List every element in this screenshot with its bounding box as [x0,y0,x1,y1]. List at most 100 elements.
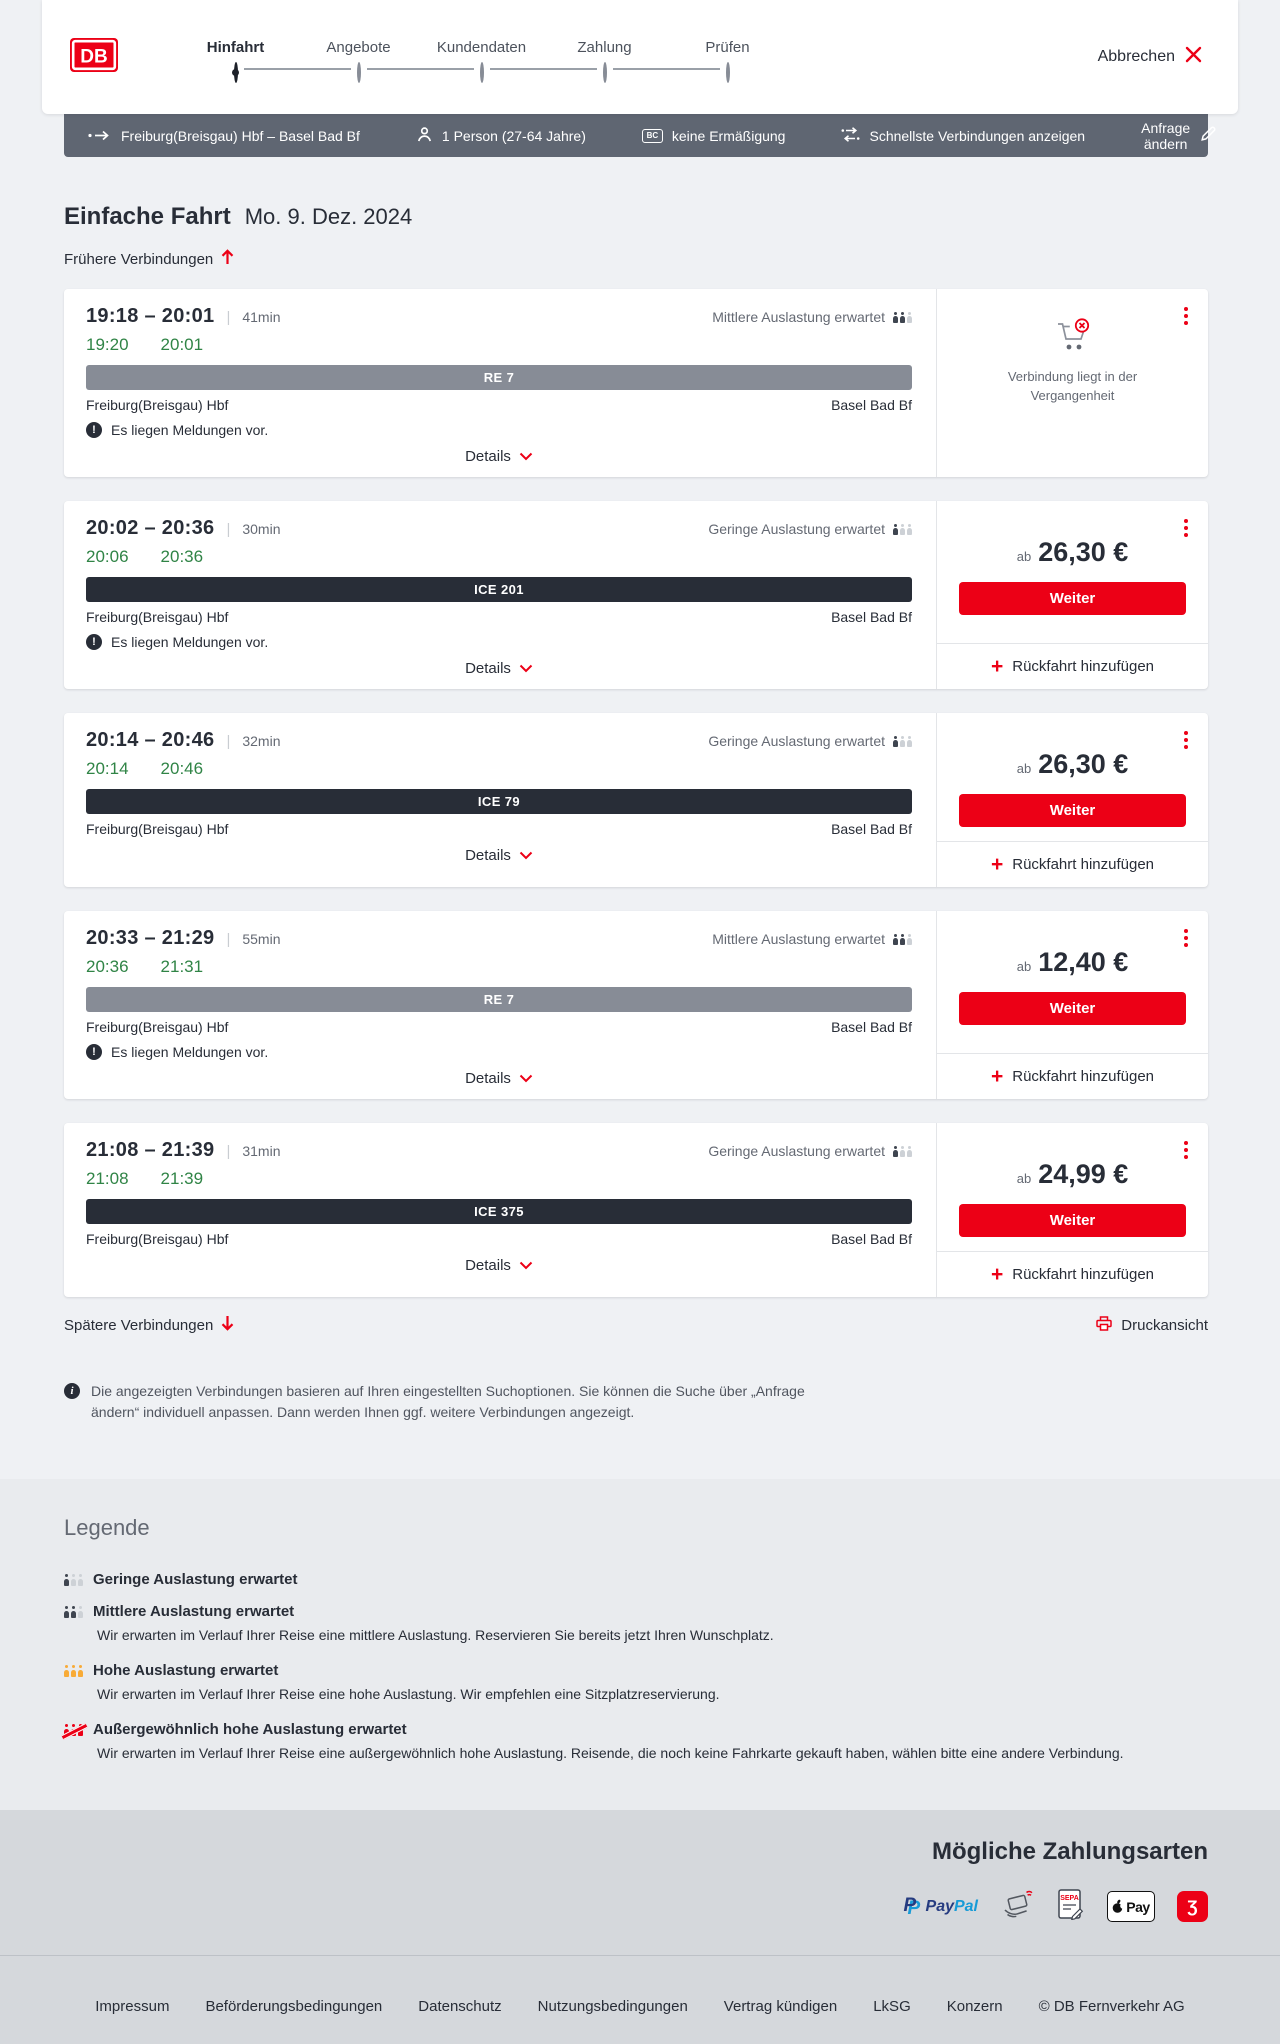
train-segment-bar[interactable]: RE 7 [86,365,912,390]
alert-icon: ! [86,1044,102,1060]
realtime-arrival: 21:39 [160,1169,204,1188]
legend-item: Hohe Auslastung erwartet Wir erwarten im… [64,1662,1208,1702]
cancel-button[interactable]: Abbrechen [1098,46,1202,68]
header: DB Hinfahrt Angebote Kundendaten Zahlung… [42,0,1238,114]
details-button[interactable]: Details [465,1257,533,1274]
connection-duration: 32min [242,733,281,749]
train-segment-bar[interactable]: RE 7 [86,987,912,1012]
footer-link-vertrag-kuendigen[interactable]: Vertrag kündigen [723,1998,838,2015]
more-options-button[interactable] [1180,515,1192,541]
realtime-arrival: 21:31 [160,957,204,976]
step-kundendaten[interactable]: Kundendaten [420,39,597,83]
step-dot-icon [602,61,607,83]
footer-link-datenschutz[interactable]: Datenschutz [418,1998,502,2015]
details-button[interactable]: Details [465,660,533,677]
occupancy-high-icon [64,1665,83,1677]
destination-station: Basel Bad Bf [831,397,912,413]
details-button[interactable]: Details [465,448,533,465]
printer-icon [1096,1315,1113,1335]
occupancy-label: Geringe Auslastung erwartet [708,1143,885,1159]
arrow-up-icon [221,249,234,269]
footer-link-befoerderungsbedingungen[interactable]: Beförderungsbedingungen [205,1998,383,2015]
more-options-button[interactable] [1180,727,1192,753]
add-return-button[interactable]: + Rückfahrt hinzufügen [991,1066,1154,1087]
sofort-icon: Ʒ [1177,1891,1208,1922]
origin-station: Freiburg(Breisgau) Hbf [86,1019,229,1035]
price-value: 24,99 € [1038,1159,1129,1189]
alert-icon: ! [86,634,102,650]
connection-duration: 41min [242,309,281,325]
train-segment-bar[interactable]: ICE 201 [86,577,912,602]
weiter-button[interactable]: Weiter [959,992,1186,1025]
legend-item: Mittlere Auslastung erwartet Wir erwarte… [64,1603,1208,1643]
svg-text:DB: DB [80,46,107,67]
more-options-button[interactable] [1180,1137,1192,1163]
legend-item-title: Mittlere Auslastung erwartet [93,1603,295,1620]
details-button[interactable]: Details [465,847,533,864]
step-hinfahrt[interactable]: Hinfahrt [174,38,351,83]
messages-note: ! Es liegen Meldungen vor. [86,422,912,438]
weiter-button[interactable]: Weiter [959,582,1186,615]
earlier-connections-button[interactable]: Frühere Verbindungen [64,249,234,269]
add-return-button[interactable]: + Rückfahrt hinzufügen [991,854,1154,875]
legend-item-title: Geringe Auslastung erwartet [93,1571,298,1588]
footer-link-nutzungsbedingungen[interactable]: Nutzungsbedingungen [537,1998,688,2015]
separator: | [226,309,231,326]
more-options-button[interactable] [1180,925,1192,951]
connection-main: 20:14 – 20:46 | 32min Geringe Auslastung… [64,713,936,887]
chevron-down-icon [519,660,533,677]
price-value: 26,30 € [1038,537,1129,567]
realtime-departure: 20:06 [86,547,129,566]
origin-station: Freiburg(Breisgau) Hbf [86,1231,229,1247]
footer-link-konzern[interactable]: Konzern [946,1998,1003,2015]
add-return-label: Rückfahrt hinzufügen [1012,1266,1155,1283]
plus-icon: + [990,853,1004,876]
weiter-button[interactable]: Weiter [959,1204,1186,1237]
connection-card: 19:18 – 20:01 | 41min Mittlere Auslastun… [64,289,1208,477]
step-label: Zahlung [577,38,632,56]
payment-section: Mögliche Zahlungsarten P P PayPal [0,1810,1280,1955]
messages-label: Es liegen Meldungen vor. [111,422,269,438]
sepa-icon: SEPA [1058,1888,1085,1925]
price-prefix: ab [1016,959,1032,974]
plus-icon: + [990,1065,1004,1088]
traveler-summary: 1 Person (27-64 Jahre) [416,126,586,146]
footer-link-lksg[interactable]: LkSG [873,1998,911,2015]
legend-item-desc: Wir erwarten im Verlauf Ihrer Reise eine… [97,1627,774,1643]
chevron-down-icon [519,1070,533,1087]
edit-query-button[interactable]: Anfrage ändern [1141,120,1216,152]
print-view-button[interactable]: Druckansicht [1096,1315,1208,1335]
step-angebote[interactable]: Angebote [297,39,474,83]
occupancy-indicator: Geringe Auslastung erwartet [708,1143,912,1159]
step-zahlung[interactable]: Zahlung [543,38,720,83]
weiter-button[interactable]: Weiter [959,794,1186,827]
messages-note: ! Es liegen Meldungen vor. [86,1044,912,1060]
add-return-button[interactable]: + Rückfahrt hinzufügen [991,656,1154,677]
train-segment-bar[interactable]: ICE 375 [86,1199,912,1224]
arrow-down-icon [221,1315,234,1335]
occupancy-low-icon [64,1574,83,1586]
origin-station: Freiburg(Breisgau) Hbf [86,397,229,413]
results-title-row: Einfache Fahrt Mo. 9. Dez. 2024 [64,203,1208,231]
price-value: 12,40 € [1038,947,1129,977]
db-logo-icon: DB [70,37,118,77]
train-label: RE 7 [483,992,515,1007]
train-segment-bar[interactable]: ICE 79 [86,789,912,814]
later-connections-button[interactable]: Spätere Verbindungen [64,1315,234,1335]
legend-item-title: Außergewöhnlich hohe Auslastung erwartet [93,1721,407,1738]
step-dot-icon [356,61,361,83]
earlier-connections-label: Frühere Verbindungen [64,250,214,268]
occupancy-label: Geringe Auslastung erwartet [708,733,885,749]
connection-times: 20:02 – 20:36 [86,517,215,539]
connection-side-panel: Verbindung liegt in der Vergangenheit [936,289,1208,477]
add-return-button[interactable]: + Rückfahrt hinzufügen [991,1264,1154,1285]
occupancy-icon [893,523,912,535]
destination-station: Basel Bad Bf [831,1231,912,1247]
step-pruefen[interactable]: Prüfen [666,38,789,83]
step-label: Prüfen [705,38,750,56]
step-label: Hinfahrt [206,38,265,56]
footer-link-impressum[interactable]: Impressum [95,1998,170,2015]
details-button[interactable]: Details [465,1070,533,1087]
more-options-button[interactable] [1180,303,1192,329]
realtime-departure: 20:14 [86,759,129,778]
